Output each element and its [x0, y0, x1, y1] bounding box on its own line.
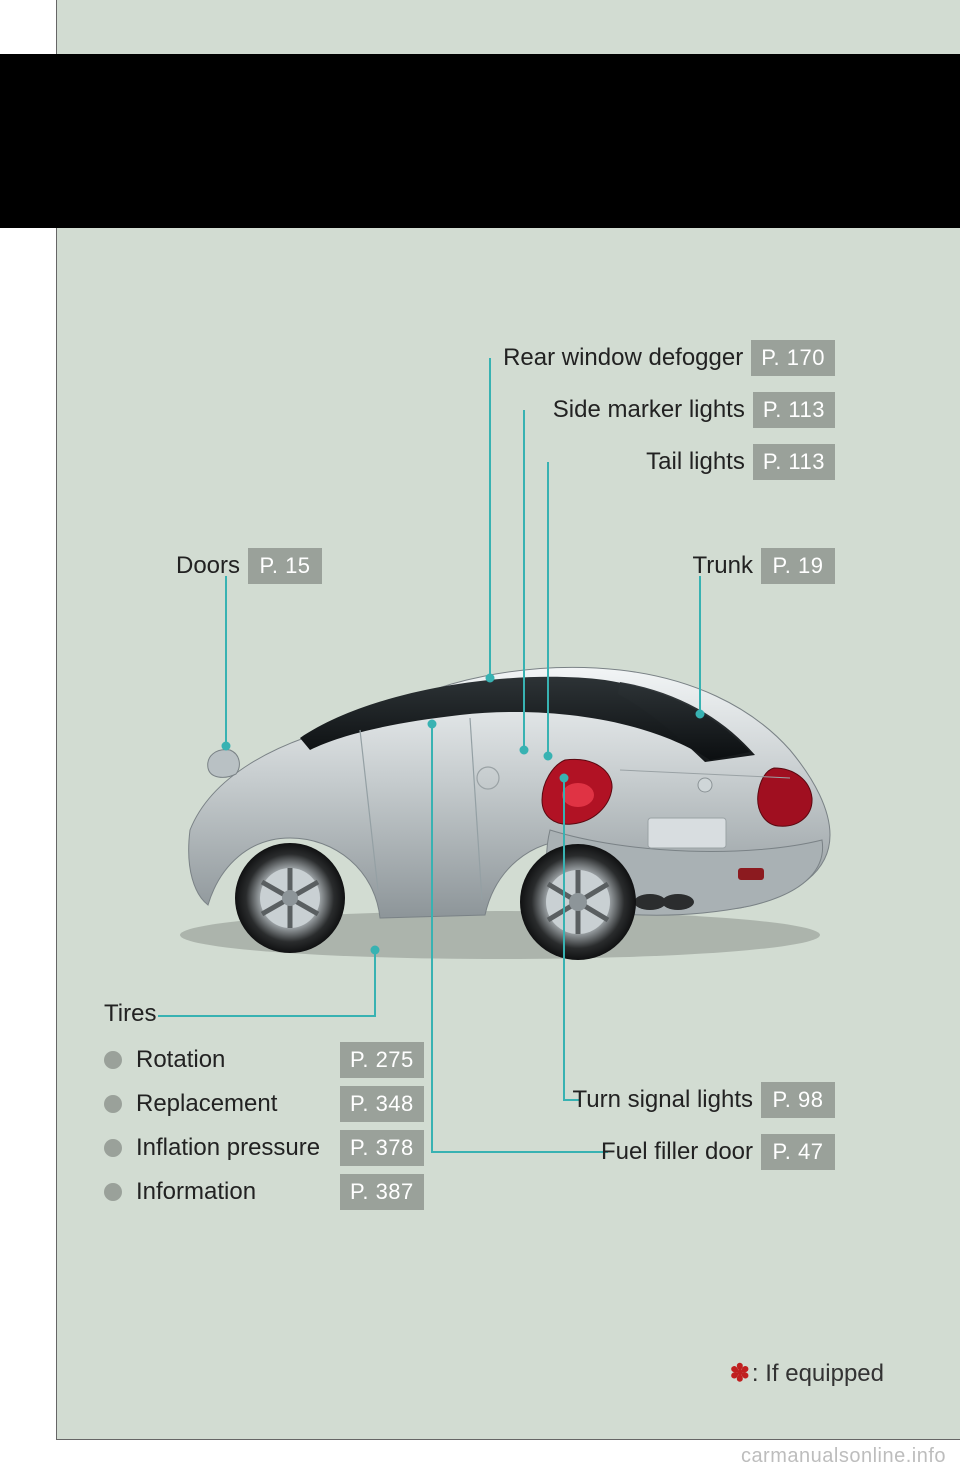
car-illustration: [150, 620, 850, 960]
label-text: Side marker lights: [553, 396, 745, 424]
label-fuel-door[interactable]: Fuel filler door P. 47: [420, 1134, 835, 1170]
page-ref: P. 15: [248, 548, 322, 584]
page-ref: P. 113: [753, 392, 835, 428]
footnote-text: : If equipped: [752, 1360, 884, 1387]
label-text: Trunk: [693, 552, 753, 580]
label-text: Tail lights: [646, 448, 745, 476]
bullet-icon: [104, 1183, 122, 1201]
page-ref: P. 113: [753, 444, 835, 480]
label-turn-signal[interactable]: Turn signal lights P. 98: [420, 1082, 835, 1118]
label-text: Turn signal lights: [572, 1086, 753, 1114]
label-text: Rear window defogger: [503, 344, 743, 372]
page-ref: P. 98: [761, 1082, 835, 1118]
label-tail-lights[interactable]: Tail lights P. 113: [420, 444, 835, 480]
page-ref: P. 47: [761, 1134, 835, 1170]
tire-name: Information: [136, 1178, 326, 1206]
tire-name: Rotation: [136, 1046, 326, 1074]
watermark: carmanualsonline.info: [741, 1445, 946, 1468]
tire-row[interactable]: Information P. 387: [104, 1170, 424, 1214]
tires-heading: Tires: [104, 1000, 424, 1028]
page-ref: P. 275: [340, 1042, 424, 1078]
label-text: Fuel filler door: [601, 1138, 753, 1166]
bullet-icon: [104, 1095, 122, 1113]
bullet-icon: [104, 1051, 122, 1069]
tire-row[interactable]: Inflation pressure P. 378: [104, 1126, 424, 1170]
tire-name: Replacement: [136, 1090, 326, 1118]
page-ref: P. 170: [751, 340, 835, 376]
label-text: Doors: [176, 552, 240, 580]
bullet-icon: [104, 1139, 122, 1157]
label-side-marker[interactable]: Side marker lights P. 113: [420, 392, 835, 428]
tire-row[interactable]: Rotation P. 275: [104, 1038, 424, 1082]
page-ref: P. 19: [761, 548, 835, 584]
label-rear-defogger[interactable]: Rear window defogger P. 170: [420, 340, 835, 376]
page-ref: P. 387: [340, 1174, 424, 1210]
page-ref: P. 348: [340, 1086, 424, 1122]
asterisk-icon: ✽: [730, 1360, 750, 1387]
tire-name: Inflation pressure: [136, 1134, 326, 1162]
label-doors[interactable]: Doors P. 15: [176, 548, 322, 584]
label-trunk[interactable]: Trunk P. 19: [420, 548, 835, 584]
tires-section: Tires Rotation P. 275 Replacement P. 348…: [104, 1000, 424, 1214]
footnote: ✽: If equipped: [730, 1359, 884, 1388]
header-band: [0, 54, 960, 228]
page-ref: P. 378: [340, 1130, 424, 1166]
tire-row[interactable]: Replacement P. 348: [104, 1082, 424, 1126]
